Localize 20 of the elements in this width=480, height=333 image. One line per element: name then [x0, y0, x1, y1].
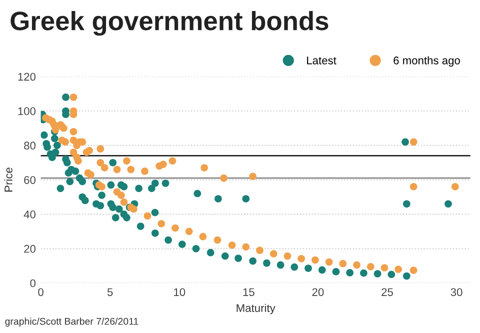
x-axis-title: Maturity — [236, 304, 276, 314]
y-tick-label: 40 — [24, 210, 36, 218]
x-tick-label: 0 — [38, 288, 44, 296]
y-tick-label: 0 — [30, 279, 36, 288]
y-tick-label: 100 — [18, 107, 36, 116]
y-tick-label: 20 — [24, 244, 36, 253]
chart-title: Greek government bonds — [10, 10, 328, 36]
x-tick-label: 20 — [312, 288, 324, 296]
y-tick-label: 60 — [24, 176, 36, 184]
y-tick-label: 80 — [24, 142, 36, 150]
x-tick-label: 10 — [174, 288, 186, 296]
x-tick-label: 5 — [107, 288, 113, 296]
y-axis-title: Price — [4, 168, 12, 192]
x-tick-label: 25 — [382, 288, 393, 296]
legend-label: Latest — [307, 56, 336, 64]
legend-label: 6 months ago — [394, 56, 460, 67]
y-tick-label: 120 — [18, 72, 36, 81]
text: graphic/Scott Barber 7/26/2011 — [5, 318, 138, 327]
x-tick-label: 30 — [450, 288, 462, 296]
x-tick-label: 15 — [243, 288, 254, 296]
